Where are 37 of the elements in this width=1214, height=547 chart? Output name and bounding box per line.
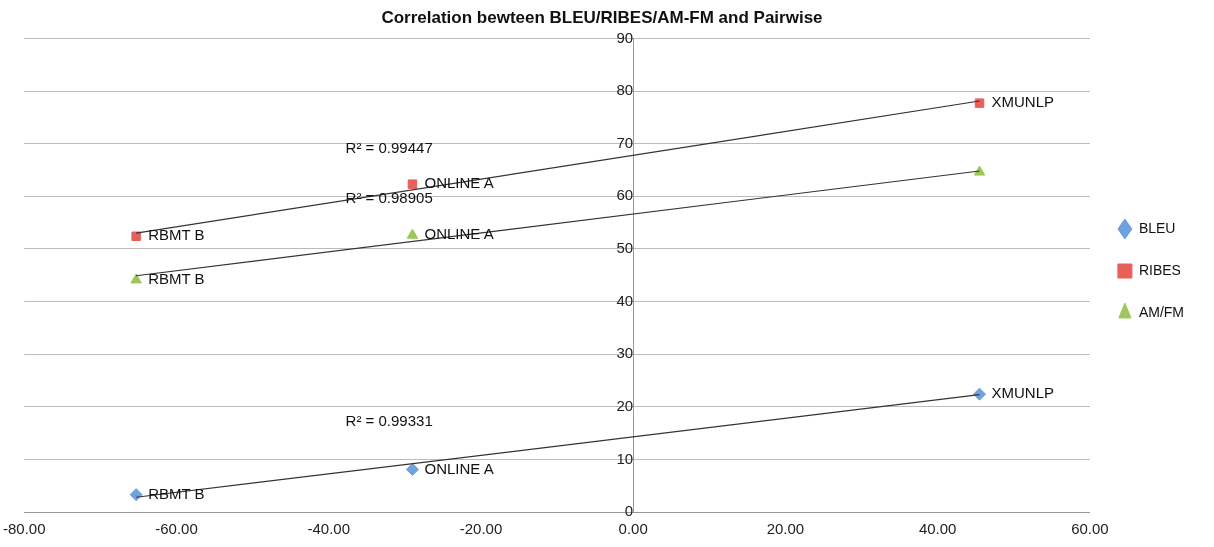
legend-label: BLEU bbox=[1138, 219, 1176, 236]
x-tick-label: 60.00 bbox=[1071, 520, 1109, 538]
annotation: RBMT B bbox=[148, 270, 205, 288]
point bbox=[131, 231, 141, 241]
y-tick-label: 30 bbox=[616, 344, 634, 362]
y-tick-label: 20 bbox=[616, 396, 634, 414]
y-tick-label: 70 bbox=[616, 133, 634, 151]
y-tick-label: 60 bbox=[616, 186, 634, 204]
annotation: XMUNLP bbox=[991, 384, 1055, 402]
annotation: R² = 0.99447 bbox=[345, 138, 433, 156]
point bbox=[129, 488, 143, 502]
y-tick-label: 40 bbox=[616, 291, 634, 309]
y-tick-label: 90 bbox=[616, 28, 634, 46]
point bbox=[406, 228, 419, 239]
y-tick-label: 0 bbox=[624, 502, 634, 520]
point bbox=[405, 462, 419, 476]
x-tick-label: 0.00 bbox=[618, 520, 648, 538]
chart-title: Correlation bewteen BLEU/RIBES/AM-FM and Pairwise bbox=[381, 7, 823, 27]
annotation: XMUNLP bbox=[991, 93, 1055, 111]
y-tick-label: 10 bbox=[616, 449, 634, 467]
x-tick-label: -80.00 bbox=[2, 520, 46, 538]
y-tick-label: 80 bbox=[616, 81, 634, 99]
annotation: RBMT B bbox=[148, 226, 205, 244]
y-tick-label: 50 bbox=[616, 239, 634, 257]
x-tick-label: -20.00 bbox=[459, 520, 503, 538]
legend-label: RIBES bbox=[1138, 261, 1181, 278]
x-tick-label: -60.00 bbox=[155, 520, 198, 538]
point bbox=[974, 98, 985, 108]
point bbox=[407, 179, 418, 189]
annotation: R² = 0.99331 bbox=[345, 411, 433, 429]
point bbox=[973, 387, 987, 401]
legend-label: AM/FM bbox=[1138, 303, 1185, 320]
x-tick-label: 40.00 bbox=[918, 520, 957, 538]
point bbox=[130, 273, 142, 284]
annotation: ONLINE A bbox=[424, 459, 494, 477]
x-tick-label: 20.00 bbox=[766, 520, 805, 538]
x-tick-label: -40.00 bbox=[307, 520, 351, 538]
